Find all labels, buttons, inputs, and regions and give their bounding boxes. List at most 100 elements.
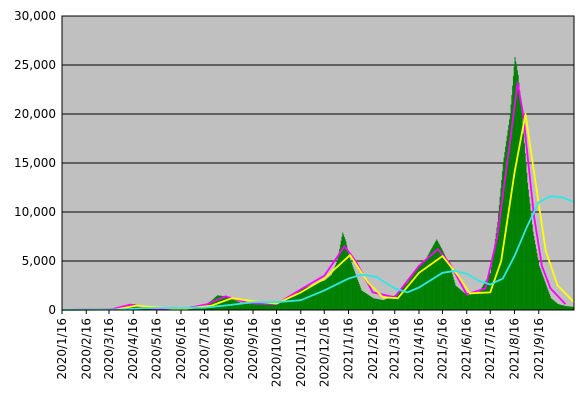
- bar: [256, 304, 258, 310]
- bar: [415, 271, 417, 310]
- bar: [480, 288, 482, 310]
- bar: [532, 231, 534, 310]
- bar: [313, 284, 315, 310]
- bar: [364, 292, 366, 310]
- bar: [247, 303, 249, 310]
- bar: [309, 285, 311, 310]
- bar: [307, 286, 309, 310]
- bar: [557, 304, 559, 310]
- bar: [487, 277, 489, 310]
- bar: [370, 296, 372, 310]
- bar: [318, 282, 320, 310]
- bar: [341, 236, 343, 310]
- bar: [379, 299, 381, 310]
- bar: [135, 304, 137, 310]
- bar: [269, 304, 271, 310]
- bar: [527, 189, 529, 310]
- plot-border: [61, 15, 575, 311]
- bar: [354, 271, 356, 310]
- bar: [283, 300, 285, 310]
- bar: [262, 304, 264, 310]
- bar: [363, 291, 365, 310]
- bar: [510, 104, 512, 310]
- bar: [195, 307, 197, 310]
- bar: [384, 299, 386, 310]
- bar: [316, 283, 318, 310]
- x-tick-label: 2021/3/16: [388, 318, 402, 380]
- bar: [276, 304, 278, 310]
- x-tick-label: 2020/9/16: [246, 318, 260, 380]
- bar: [285, 300, 287, 310]
- bar: [324, 280, 326, 310]
- bar: [555, 302, 557, 310]
- bar: [423, 260, 425, 310]
- bar: [548, 293, 550, 310]
- bar: [461, 290, 463, 310]
- bar: [258, 304, 260, 310]
- bar: [411, 277, 413, 310]
- bar: [447, 261, 449, 310]
- bar: [310, 285, 312, 310]
- bar: [328, 276, 330, 310]
- bar: [519, 98, 522, 310]
- bar: [440, 248, 442, 310]
- bar: [570, 306, 572, 310]
- bar: [195, 307, 197, 310]
- bar: [350, 262, 352, 310]
- bar: [406, 283, 408, 310]
- bar: [513, 66, 515, 310]
- bar: [568, 306, 570, 310]
- bar: [563, 305, 565, 310]
- bar: [467, 295, 469, 310]
- bar: [225, 296, 227, 310]
- bar: [409, 279, 411, 310]
- bar: [388, 297, 390, 310]
- bar: [355, 275, 357, 310]
- bar: [415, 270, 417, 310]
- bar: [408, 281, 410, 310]
- bar: [360, 288, 362, 310]
- bar: [435, 240, 437, 310]
- bar: [194, 308, 196, 310]
- bar: [484, 281, 486, 310]
- bar: [424, 259, 426, 310]
- bar: [534, 244, 536, 310]
- bar: [470, 294, 472, 310]
- bar: [235, 300, 237, 310]
- bar: [531, 224, 533, 310]
- bar: [288, 298, 290, 310]
- bar: [189, 308, 191, 310]
- bar: [503, 157, 505, 310]
- bar: [224, 296, 226, 310]
- bar: [523, 133, 525, 310]
- bar: [369, 296, 371, 310]
- bar: [359, 286, 361, 310]
- bar: [320, 281, 322, 310]
- x-tick-label: 2020/4/16: [126, 318, 140, 380]
- bar: [279, 302, 281, 310]
- bar: [520, 106, 522, 310]
- bar: [446, 259, 448, 310]
- bar: [459, 289, 461, 310]
- bar: [516, 65, 518, 310]
- bar: [403, 286, 405, 310]
- bar: [354, 273, 356, 310]
- y-tick-label: 5,000: [22, 254, 56, 268]
- bar: [545, 285, 547, 310]
- bar: [249, 303, 251, 310]
- bar: [472, 293, 474, 310]
- bar: [456, 286, 458, 310]
- bar: [358, 284, 360, 310]
- bar: [339, 248, 341, 310]
- bar: [315, 283, 317, 310]
- bar: [253, 304, 255, 310]
- bar: [271, 304, 273, 310]
- bar: [395, 294, 397, 310]
- bar: [321, 281, 323, 310]
- bar: [457, 287, 459, 310]
- x-tick-label: 2020/12/16: [317, 318, 331, 387]
- x-tick-label: 2020/8/16: [222, 318, 236, 380]
- bar: [414, 272, 416, 310]
- bar: [549, 296, 551, 310]
